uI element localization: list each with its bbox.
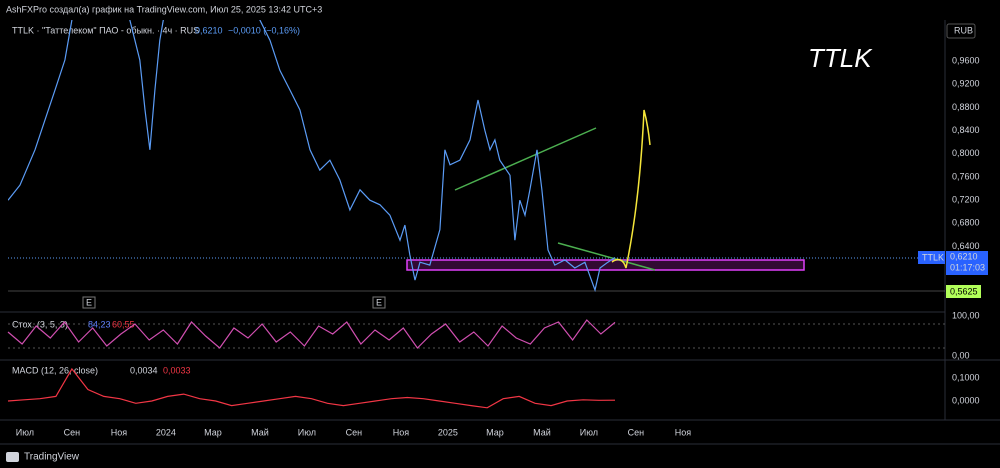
y-tick-label: 0,00 — [952, 350, 970, 360]
y-tick-label: 0,9200 — [952, 79, 980, 89]
symbol-line: TTLK · "Таттелеком" ПАО - обыкн. · 4ч · … — [12, 25, 199, 35]
y-tick-label: 0,7600 — [952, 171, 980, 181]
brand-logo — [6, 452, 19, 462]
y-tick-label: 0,0000 — [952, 395, 980, 405]
stoch-title: Стох. (3, 5, 3) — [12, 319, 68, 329]
x-tick-label: 2024 — [156, 427, 176, 437]
x-tick-label: Сен — [346, 427, 363, 437]
change-readout: −0,0010 (−0,16%) — [228, 25, 300, 35]
event-box[interactable] — [372, 296, 386, 309]
series-line — [7, 319, 616, 349]
y-tick-label: 0,8800 — [952, 102, 980, 112]
macd-title: MACD (12, 26, close) — [12, 365, 98, 375]
x-tick-label: Май — [533, 427, 551, 437]
x-tick-label: Сен — [64, 427, 81, 437]
brand: TradingView — [24, 452, 80, 463]
x-tick-label: Мар — [204, 427, 222, 437]
y-tick-label: 0,1000 — [952, 372, 980, 382]
x-tick-label: Ноя — [675, 427, 692, 437]
x-tick-label: Сен — [628, 427, 645, 437]
series-line — [7, 367, 616, 409]
x-tick-label: Июл — [16, 427, 34, 437]
x-tick-label: Июл — [580, 427, 598, 437]
macd-readout: 0,0033 — [163, 365, 191, 375]
series-line — [8, 20, 616, 293]
currency-box[interactable] — [946, 23, 976, 39]
zone-box — [406, 259, 805, 271]
x-tick-label: Май — [251, 427, 269, 437]
level-tag: 0,5625 — [950, 286, 978, 296]
tag-countdown: 01:17:03 — [950, 262, 985, 272]
trendline — [454, 127, 597, 191]
macd-readout: 0,0034 — [130, 365, 158, 375]
header: AshFXPro создал(а) график на TradingView… — [6, 4, 322, 14]
tag-box — [946, 251, 988, 275]
x-tick-label: Ноя — [393, 427, 410, 437]
y-tick-label: 0,6800 — [952, 218, 980, 228]
x-tick-label: Июл — [298, 427, 316, 437]
tag-price: 0,6210 — [950, 251, 978, 261]
level-tag-box — [946, 285, 981, 298]
y-tick-label: 0,6400 — [952, 241, 980, 251]
stoch-readout: 84,23 — [88, 319, 111, 329]
watermark: TTLK — [808, 43, 873, 73]
event-marker: E — [86, 297, 92, 307]
y-tick-label: 0,9600 — [952, 56, 980, 66]
trendline — [557, 242, 656, 271]
x-tick-label: Мар — [486, 427, 504, 437]
y-tick-label: 0,7200 — [952, 195, 980, 205]
arrow-curve — [611, 109, 651, 269]
event-box[interactable] — [82, 296, 96, 309]
stoch-readout: 60,55 — [112, 319, 135, 329]
currency: RUB — [954, 25, 973, 35]
tag-symbol: TTLK — [922, 252, 944, 262]
x-tick-label: 2025 — [438, 427, 458, 437]
y-tick-label: 0,8400 — [952, 125, 980, 135]
event-marker: E — [376, 297, 382, 307]
tag-box — [918, 251, 945, 264]
price-readout: 0,6210 — [195, 25, 223, 35]
x-tick-label: Ноя — [111, 427, 128, 437]
y-tick-label: 0,8000 — [952, 148, 980, 158]
y-tick-label: 100,00 — [952, 310, 980, 320]
